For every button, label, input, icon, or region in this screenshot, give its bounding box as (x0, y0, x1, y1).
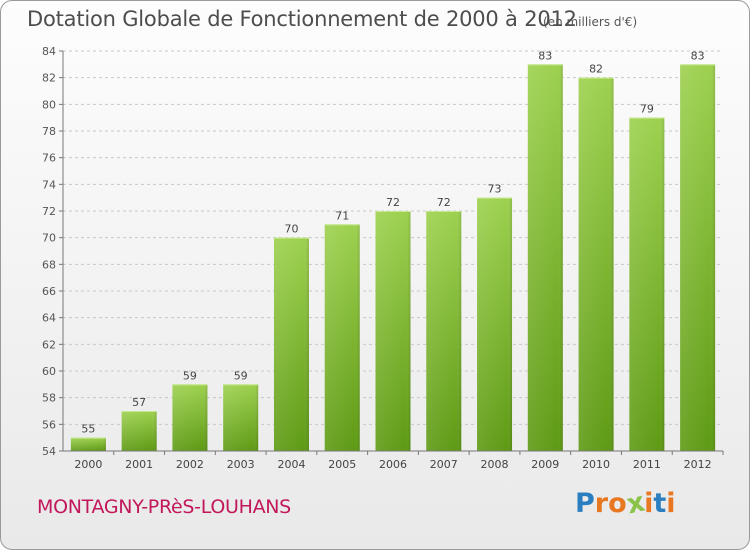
x-tick-label: 2003 (227, 458, 255, 471)
bar-shade (680, 64, 716, 452)
bar-shade (273, 237, 309, 451)
y-tick-label: 58 (42, 392, 56, 405)
bar-shade (426, 211, 462, 451)
commune-name: MONTAGNY-PRèS-LOUHANS (37, 496, 291, 518)
data-label: 72 (386, 196, 400, 209)
y-tick-label: 70 (42, 232, 56, 245)
data-label: 79 (640, 103, 654, 116)
bar-shade (70, 437, 106, 451)
data-label: 83 (538, 49, 552, 62)
y-tick-label: 68 (42, 258, 56, 271)
proxiti-logo: Proxiti (575, 487, 676, 521)
bar-shade (172, 384, 208, 451)
x-tick-label: 2006 (379, 458, 407, 471)
logo-letter: t (653, 488, 667, 519)
y-tick-label: 74 (42, 178, 56, 191)
data-label: 70 (284, 223, 298, 236)
y-tick-label: 72 (42, 205, 56, 218)
x-tick-label: 2009 (531, 458, 559, 471)
logo-letter: o (608, 488, 627, 519)
x-tick-label: 2004 (277, 458, 305, 471)
data-label: 55 (81, 423, 95, 436)
data-label: 59 (183, 369, 197, 382)
x-tick-label: 2012 (684, 458, 712, 471)
data-label: 57 (132, 396, 146, 409)
logo-letter: r (594, 488, 609, 519)
x-tick-label: 2001 (125, 458, 153, 471)
y-tick-label: 60 (42, 365, 56, 378)
bar-shade (223, 384, 259, 451)
x-tick-label: 2011 (633, 458, 661, 471)
y-tick-label: 62 (42, 338, 56, 351)
y-tick-label: 54 (42, 445, 56, 458)
data-label: 82 (589, 63, 603, 76)
logo-letter: i (644, 488, 654, 519)
bar-shade (324, 224, 360, 451)
y-tick-label: 56 (42, 418, 56, 431)
data-label: 72 (437, 196, 451, 209)
y-tick-label: 82 (42, 72, 56, 85)
chart-title: Dotation Globale de Fonctionnement de 20… (27, 7, 577, 31)
y-tick-label: 84 (42, 45, 56, 58)
y-tick-label: 80 (42, 98, 56, 111)
x-tick-label: 2002 (176, 458, 204, 471)
logo-letter: P (575, 488, 595, 519)
data-label: 71 (335, 209, 349, 222)
y-tick-label: 64 (42, 312, 56, 325)
bar-shade (578, 77, 614, 452)
x-tick-label: 2008 (481, 458, 509, 471)
data-label: 73 (488, 183, 502, 196)
bar-shade (121, 411, 157, 451)
y-tick-label: 66 (42, 285, 56, 298)
data-label: 83 (691, 49, 705, 62)
x-tick-label: 2005 (328, 458, 356, 471)
x-tick-label: 2010 (582, 458, 610, 471)
bar-shade (527, 64, 563, 452)
chart-unit-label: (en milliers d'€) (543, 15, 638, 29)
data-label: 59 (234, 369, 248, 382)
bar-shade (375, 211, 411, 451)
bar-chart: 54 56 58 60 62 64 66 68 70 72 74 76 78 80 82 84 55 57 59 5… (42, 45, 724, 471)
y-tick-label: 76 (42, 152, 56, 165)
bar-shade (629, 117, 665, 452)
y-tick-label: 78 (42, 125, 56, 138)
bar-shade (477, 197, 513, 451)
logo-letter: i (666, 488, 676, 519)
x-tick-label: 2007 (430, 458, 458, 471)
x-tick-label: 2000 (74, 458, 102, 471)
